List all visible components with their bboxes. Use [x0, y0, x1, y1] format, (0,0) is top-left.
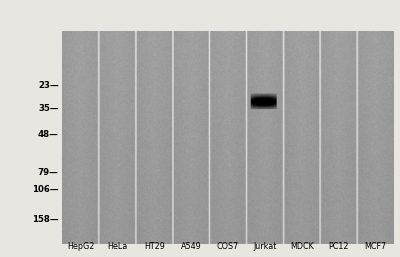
Text: COS7: COS7 — [217, 242, 239, 251]
Text: HT29: HT29 — [144, 242, 165, 251]
Text: MCF7: MCF7 — [364, 242, 387, 251]
Text: A549: A549 — [181, 242, 202, 251]
Text: 35—: 35— — [38, 104, 59, 113]
Text: MDCK: MDCK — [290, 242, 314, 251]
Text: HeLa: HeLa — [107, 242, 128, 251]
Text: 106—: 106— — [32, 185, 59, 194]
Text: 48—: 48— — [38, 130, 59, 139]
Text: Jurkat: Jurkat — [253, 242, 276, 251]
Text: 158—: 158— — [32, 215, 59, 224]
Text: PC12: PC12 — [328, 242, 349, 251]
Text: HepG2: HepG2 — [67, 242, 94, 251]
Text: 23—: 23— — [38, 81, 59, 90]
Text: 79—: 79— — [38, 168, 59, 177]
